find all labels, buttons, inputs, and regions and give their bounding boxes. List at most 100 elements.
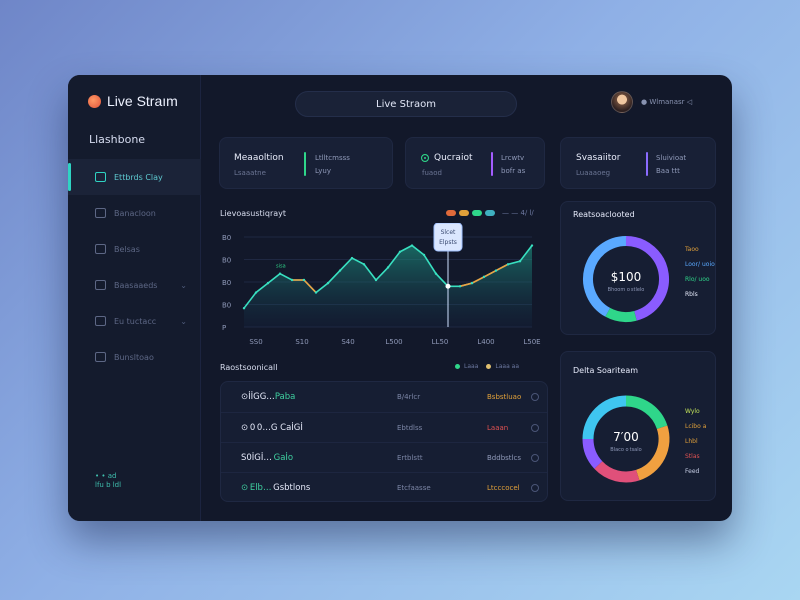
user-menu[interactable]: ● Wlmanasr ◁	[611, 91, 692, 113]
x-tick-label: L400	[477, 338, 494, 346]
row-tag: Paba	[274, 392, 296, 402]
y-tick-label: P	[222, 324, 226, 332]
donut-legend: Wylo Lcibo a Lhbl Stlas Feed	[685, 404, 715, 479]
stat-card-2[interactable]: Qucraiot fuaod Lrcwtv bofr as	[405, 137, 545, 189]
sidebar-item-6[interactable]: Bunsltoao	[68, 339, 201, 375]
sidebar-footer: • • ad lfu b ldl	[95, 472, 121, 490]
sidebar-item-2[interactable]: Banacloon	[68, 195, 201, 231]
row-detail: Etcfaasse	[397, 483, 431, 492]
legend-swatch	[446, 210, 456, 216]
table-row[interactable]: ⊙ Elb… Gsbtlons Etcfaasse Ltcccocel	[221, 472, 547, 502]
stat-card-1[interactable]: Meaaoltion Lsaaatne Ltlltcmsss Lyuy	[219, 137, 393, 189]
table-row[interactable]: S0İGİ… Gaİo Ertblstt Bddbstlcs	[221, 442, 547, 472]
row-status-icon[interactable]	[531, 423, 539, 432]
stat-value: Ltlltcmsss	[315, 154, 350, 162]
user-name: ● Wlmanasr ◁	[641, 98, 693, 106]
dashboard-window: Live Straım Llashbone Ettbrds Clay Banac…	[68, 75, 732, 521]
data-point	[242, 307, 246, 310]
row-detail: B/4rlcr	[397, 393, 421, 401]
row-id-text: ⊙İİGG…	[241, 392, 275, 402]
peak-label: sisa	[276, 264, 286, 270]
stat-label: Qucraiot	[434, 153, 473, 163]
check-circle-icon	[421, 154, 429, 162]
data-point	[530, 244, 534, 247]
line-chart-svg: B0 B0 B0 B0 P SS0 S10 S40 L500 LL50 L400 L50E sisa Sl…	[222, 222, 541, 346]
stat-value: bofr as	[501, 167, 526, 175]
row-status-icon[interactable]	[531, 483, 539, 492]
row-id: S0İGİ… Gaİo	[241, 453, 293, 463]
donut-segment	[635, 425, 670, 481]
row-status-icon[interactable]	[531, 393, 539, 401]
chart-icon	[95, 352, 106, 362]
tooltip-box	[433, 222, 463, 252]
sidebar-item-4[interactable]: Baasaaeds ⌄	[68, 267, 201, 303]
donut-segment	[583, 236, 627, 317]
stat-card-3[interactable]: Svasaiitor Luaaaoeg Sluivioat Baa ttt	[560, 137, 716, 189]
brand[interactable]: Live Straım	[88, 93, 178, 109]
x-tick-label: LL50	[432, 338, 449, 346]
stat-value: Lrcwtv	[501, 154, 525, 162]
chart-title: Lievoasustiqrayt	[220, 209, 287, 218]
y-tick-label: B0	[222, 302, 231, 310]
donut-segment	[594, 461, 640, 483]
data-point	[362, 263, 366, 266]
data-point	[398, 250, 402, 253]
row-id: ⊙İİGG…Paba	[241, 392, 295, 402]
donut-center-sub: Bhoom o stlelo	[608, 287, 645, 293]
data-point	[434, 272, 438, 275]
data-point	[410, 244, 414, 247]
chevron-down-icon: ⌄	[180, 280, 187, 290]
stat-indicator	[304, 152, 306, 176]
chevron-down-icon: ⌄	[180, 316, 187, 326]
legend-text: Laaa aa	[495, 363, 520, 370]
data-point	[458, 285, 462, 288]
highlight-point	[445, 283, 451, 289]
stat-sub: Lsaaatne	[234, 169, 266, 177]
avatar[interactable]	[611, 91, 633, 113]
tooltip-line: Elpsts	[439, 239, 457, 246]
table-row[interactable]: ⊙İİGG…Paba B/4rlcr Bsbstluao	[221, 382, 547, 412]
data-point	[326, 281, 330, 285]
line-chart[interactable]: B0 B0 B0 B0 P SS0 S10 S40 L500 LL50 L400 L50E sisa Sl…	[220, 222, 548, 347]
donut-center-value: $100	[611, 270, 642, 284]
table-row[interactable]: ⊙ 0 0…G CaİGİ Ebtdlss Laaan	[221, 412, 547, 442]
row-status-icon[interactable]	[531, 453, 539, 462]
sidebar-item-label: Ettbrds Clay	[114, 172, 163, 182]
donut-segment	[625, 236, 670, 321]
row-id-text: S0İGİ…	[241, 452, 272, 463]
stream-title-pill[interactable]: Live Straom	[295, 91, 517, 117]
y-tick-label: B0	[222, 234, 231, 242]
donut-card-1[interactable]: Reatsoaclooted $100 Bhoom o stlelo Taoo L…	[560, 201, 716, 335]
donut-legend-item: Stlas	[685, 453, 700, 460]
sidebar-section-title: Llashbone	[89, 133, 146, 146]
donut-center-sub: Blaco o tsalo	[610, 447, 641, 453]
row-amount: Laaan	[487, 423, 509, 432]
data-point	[518, 260, 522, 263]
donut-legend-item: Taoo	[685, 246, 699, 253]
legend-dot	[455, 364, 460, 369]
data-point	[290, 278, 294, 282]
data-point	[302, 278, 306, 282]
donut-card-2[interactable]: Delta Soariteam 7′00 Blaco o tsalo Wylo L…	[560, 351, 716, 501]
stat-indicator	[491, 152, 493, 176]
data-point	[314, 291, 318, 294]
stat-value: Lyuy	[315, 167, 331, 175]
legend-swatch	[485, 210, 495, 216]
data-point	[506, 263, 510, 266]
x-tick-label: L50E	[523, 338, 540, 346]
data-point	[422, 253, 426, 257]
sidebar-item-1[interactable]: Ettbrds Clay	[68, 159, 201, 195]
legend-text: Laaa	[464, 363, 479, 370]
sidebar-item-5[interactable]: Eu tuctacc ⌄	[68, 303, 201, 339]
sidebar-item-label: Baasaaeds	[114, 280, 158, 290]
row-id-text: ⊙ Elb…	[241, 482, 272, 493]
donut-title: Reatsoaclooted	[573, 210, 635, 219]
row-id: ⊙ 0 0…G CaİGİ	[241, 423, 303, 433]
sidebar-item-3[interactable]: Belsas	[68, 231, 201, 267]
donut-legend-item: Lcibo a Lhbl	[685, 423, 708, 445]
stat-value: Sluivioat	[656, 154, 687, 162]
sidebar-item-label: Banacloon	[114, 208, 156, 218]
sidebar-item-label: Belsas	[114, 244, 140, 254]
donut-chart: 7′00 Blaco o tsalo	[582, 395, 670, 483]
sidebar: Live Straım Llashbone Ettbrds Clay Banac…	[68, 75, 201, 521]
